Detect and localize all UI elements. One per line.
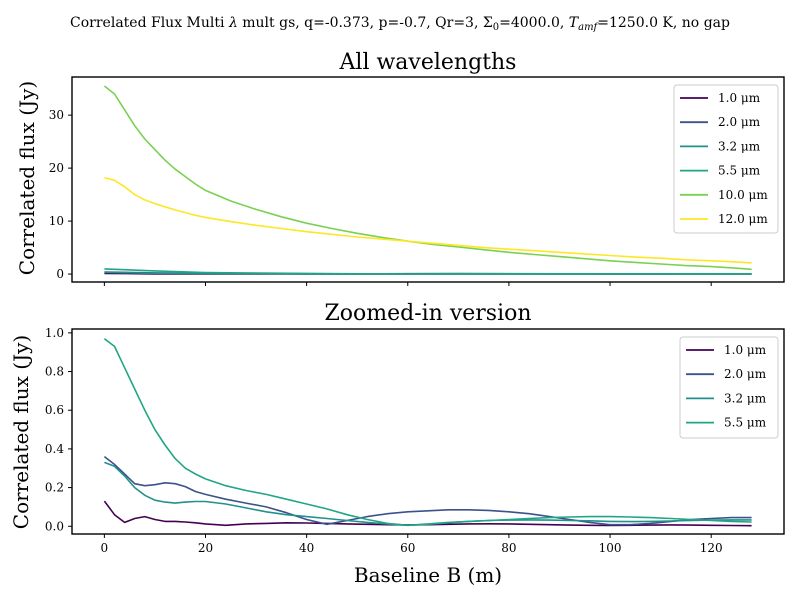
top-chart-legend-label-2: 3.2 μm — [718, 139, 761, 153]
bottom-chart-title: Zoomed-in version — [324, 301, 531, 326]
bottom-chart-xtick-label-4: 80 — [501, 541, 516, 555]
figure-suptitle: Correlated Flux Multi λ mult gs, q=-0.37… — [70, 15, 730, 33]
top-chart-ytick-label-3: 30 — [49, 108, 64, 122]
bottom-chart-xtick-label-6: 120 — [700, 541, 723, 555]
top-chart-series-line-3 — [104, 268, 752, 275]
bottom-chart-legend-label-1: 2.0 μm — [724, 367, 767, 381]
top-chart-legend-label-3: 5.5 μm — [718, 164, 761, 178]
top-chart-axes: All wavelengths Correlated flux (Jy) 0 10… — [15, 50, 785, 286]
top-chart-series-line-5 — [104, 176, 752, 264]
bottom-chart-xtick-label-2: 40 — [299, 541, 314, 555]
bottom-chart-ylabel: Correlated flux (Jy) — [9, 335, 33, 529]
bottom-chart-ytick-label-3: 0.6 — [45, 403, 64, 417]
top-chart-ytick-label-0: 0 — [56, 267, 64, 281]
top-chart-frame — [71, 76, 785, 283]
bottom-chart-ytick-label-0: 0.0 — [45, 519, 64, 533]
bottom-chart-ticks: 0 20 40 60 80 100 120 0.0 0.2 0.4 0.6 0.8 1.0 — [45, 326, 723, 555]
bottom-chart-xtick-label-0: 0 — [101, 541, 109, 555]
top-chart-ticks: 0 10 20 30 — [49, 108, 712, 286]
bottom-chart-axes: Zoomed-in version Correlated flux (Jy) B… — [9, 301, 785, 587]
top-chart-legend: 1.0 μm 2.0 μm 3.2 μm 5.5 μm 10.0 μm 12.0 μm — [673, 84, 779, 234]
top-chart-title: All wavelengths — [339, 50, 517, 75]
top-chart-lines — [103, 85, 752, 275]
top-chart-legend-label-1: 2.0 μm — [718, 115, 761, 129]
bottom-chart-xtick-label-1: 20 — [198, 541, 213, 555]
top-chart-series-line-4 — [103, 85, 752, 271]
bottom-chart-ytick-label-4: 0.8 — [45, 365, 64, 379]
bottom-chart-legend-label-3: 5.5 μm — [724, 416, 767, 430]
bottom-chart-series-line-1 — [103, 455, 752, 526]
bottom-chart-ytick-label-5: 1.0 — [45, 326, 64, 340]
bottom-chart-series-line-3 — [103, 338, 752, 527]
top-chart-ytick-label-2: 20 — [49, 161, 64, 175]
bottom-chart-xlabel: Baseline B (m) — [354, 563, 502, 587]
bottom-chart-series-line-2 — [104, 461, 752, 527]
bottom-chart-xtick-label-5: 100 — [599, 541, 622, 555]
top-chart-legend-label-0: 1.0 μm — [718, 91, 761, 105]
bottom-chart-frame — [71, 328, 785, 535]
bottom-chart-legend: 1.0 μm 2.0 μm 3.2 μm 5.5 μm — [679, 336, 779, 439]
bottom-chart-ytick-label-1: 0.2 — [45, 481, 64, 495]
top-chart-legend-label-4: 10.0 μm — [718, 188, 768, 202]
top-chart-ylabel: Correlated flux (Jy) — [15, 81, 39, 275]
bottom-chart-lines — [103, 338, 752, 527]
bottom-chart-legend-label-2: 3.2 μm — [724, 391, 767, 405]
bottom-chart-legend-frame — [679, 336, 779, 439]
bottom-chart-ytick-label-2: 0.4 — [45, 442, 64, 456]
top-chart-ytick-label-1: 10 — [49, 214, 64, 228]
top-chart-legend-frame — [673, 84, 779, 234]
bottom-chart-legend-label-0: 1.0 μm — [724, 343, 767, 357]
bottom-chart-xtick-label-3: 60 — [400, 541, 415, 555]
top-chart-legend-label-5: 12.0 μm — [718, 212, 768, 226]
